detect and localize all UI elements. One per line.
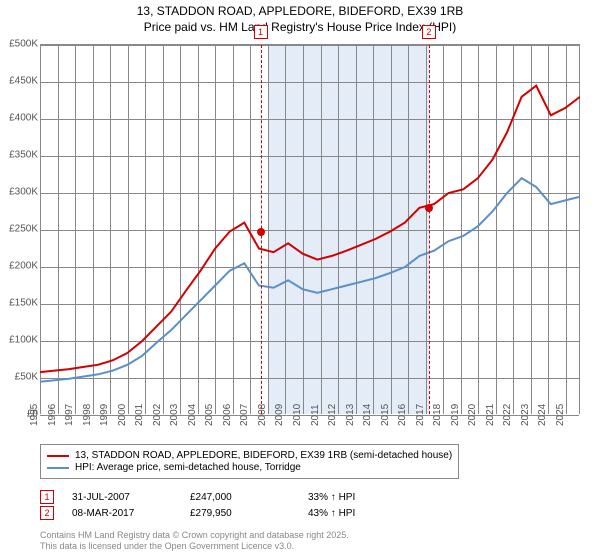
x-tick-label: 2005 <box>204 404 215 426</box>
sale-marker-dot <box>425 204 433 212</box>
x-axis: 1995199619971998199920002001200220032004… <box>40 414 580 434</box>
x-tick-label: 2002 <box>152 404 163 426</box>
x-tick-label: 2023 <box>520 404 531 426</box>
x-tick-label: 1996 <box>46 404 57 426</box>
y-tick-label: £200K <box>9 261 38 272</box>
x-tick-label: 2017 <box>415 404 426 426</box>
x-tick-label: 2008 <box>257 404 268 426</box>
sale-index-box: 1 <box>40 490 54 504</box>
legend: 13, STADDON ROAD, APPLEDORE, BIDEFORD, E… <box>40 444 459 479</box>
x-tick-label: 2003 <box>169 404 180 426</box>
x-tick-label: 2025 <box>555 404 566 426</box>
y-tick-label: £400K <box>9 113 38 124</box>
y-tick-label: £50K <box>15 372 38 383</box>
x-tick-label: 2001 <box>134 404 145 426</box>
y-tick-label: £500K <box>9 39 38 50</box>
y-tick-label: £150K <box>9 298 38 309</box>
x-tick-label: 2021 <box>485 404 496 426</box>
x-tick-label: 2004 <box>187 404 198 426</box>
y-axis: £0£50K£100K£150K£200K£250K£300K£350K£400… <box>0 44 40 414</box>
sales-row: 2 08-MAR-2017 £279,950 43% ↑ HPI <box>40 506 408 520</box>
sales-row: 1 31-JUL-2007 £247,000 33% ↑ HPI <box>40 490 408 504</box>
x-tick-label: 2010 <box>292 404 303 426</box>
y-tick-label: £450K <box>9 76 38 87</box>
series-line <box>40 178 580 382</box>
x-tick-label: 2012 <box>327 404 338 426</box>
series-svg <box>40 45 580 415</box>
x-tick-label: 2013 <box>344 404 355 426</box>
sales-table: 1 31-JUL-2007 £247,000 33% ↑ HPI 2 08-MAR-201… <box>40 488 408 522</box>
chart-title: 13, STADDON ROAD, APPLEDORE, BIDEFORD, E… <box>0 0 600 35</box>
sale-delta: 33% ↑ HPI <box>308 492 408 503</box>
x-tick-label: 1998 <box>81 404 92 426</box>
footer-line-2: This data is licensed under the Open Gov… <box>40 541 349 552</box>
legend-label: HPI: Average price, semi-detached house,… <box>75 462 301 473</box>
x-tick-label: 2000 <box>117 404 128 426</box>
legend-row: 13, STADDON ROAD, APPLEDORE, BIDEFORD, E… <box>47 450 452 461</box>
y-tick-label: £250K <box>9 224 38 235</box>
x-tick-label: 2006 <box>222 404 233 426</box>
sale-price: £247,000 <box>190 492 290 503</box>
sale-marker-box: 1 <box>254 25 268 39</box>
sale-marker-dot <box>257 228 265 236</box>
x-tick-label: 2015 <box>380 404 391 426</box>
x-tick-label: 2009 <box>274 404 285 426</box>
sale-date: 08-MAR-2017 <box>72 508 172 519</box>
x-tick-label: 2022 <box>502 404 513 426</box>
x-tick-label: 2024 <box>537 404 548 426</box>
sale-marker-box: 2 <box>422 25 436 39</box>
title-line-1: 13, STADDON ROAD, APPLEDORE, BIDEFORD, E… <box>0 4 600 20</box>
sale-delta: 43% ↑ HPI <box>308 508 408 519</box>
sale-index-box: 2 <box>40 506 54 520</box>
y-tick-label: £300K <box>9 187 38 198</box>
x-tick-label: 2018 <box>432 404 443 426</box>
x-tick-label: 2007 <box>239 404 250 426</box>
legend-swatch <box>47 467 69 469</box>
sale-price: £279,950 <box>190 508 290 519</box>
x-tick-label: 1995 <box>29 404 40 426</box>
x-tick-label: 2011 <box>310 404 321 426</box>
x-tick-label: 2014 <box>362 404 373 426</box>
y-tick-label: £100K <box>9 335 38 346</box>
x-tick-label: 1997 <box>64 404 75 426</box>
footer-attribution: Contains HM Land Registry data © Crown c… <box>40 530 349 552</box>
y-tick-label: £350K <box>9 150 38 161</box>
title-line-2: Price paid vs. HM Land Registry's House … <box>0 20 600 36</box>
legend-row: HPI: Average price, semi-detached house,… <box>47 462 452 473</box>
series-line <box>40 86 580 372</box>
x-tick-label: 2019 <box>450 404 461 426</box>
footer-line-1: Contains HM Land Registry data © Crown c… <box>40 530 349 541</box>
sale-date: 31-JUL-2007 <box>72 492 172 503</box>
legend-label: 13, STADDON ROAD, APPLEDORE, BIDEFORD, E… <box>75 450 452 461</box>
x-tick-label: 1999 <box>99 404 110 426</box>
plot-area: 12 <box>40 44 580 414</box>
x-tick-label: 2020 <box>467 404 478 426</box>
legend-swatch <box>47 455 69 457</box>
x-tick-label: 2016 <box>397 404 408 426</box>
sale-marker-line <box>429 45 430 414</box>
